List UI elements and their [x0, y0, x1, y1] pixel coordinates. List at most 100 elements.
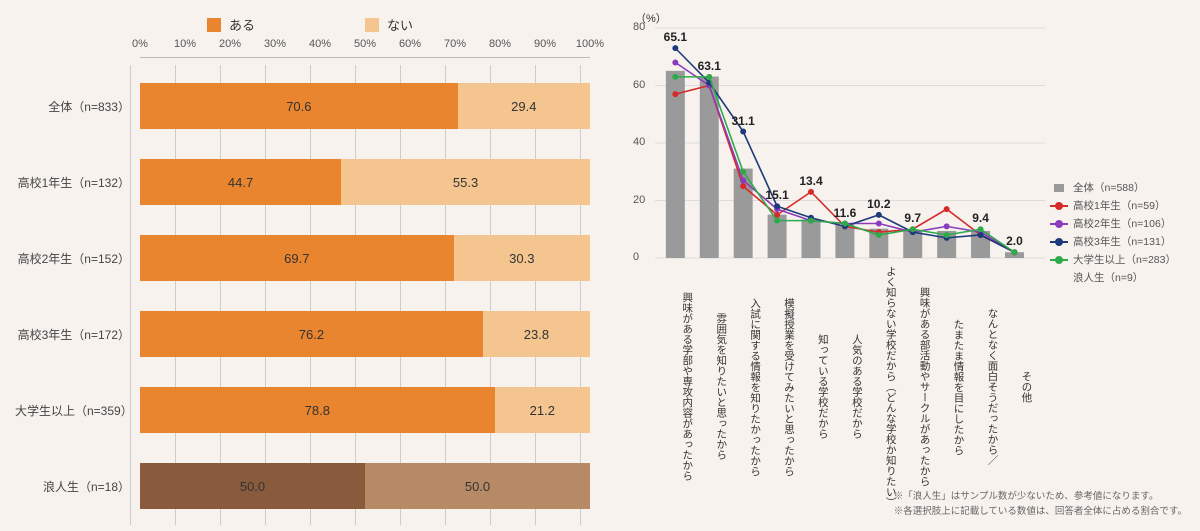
bar-segment-b: 50.0 [365, 463, 590, 509]
axis-tick: 40% [309, 38, 331, 50]
legend-swatch [365, 18, 379, 32]
x-axis-label: たまたま情報を目にしたから [930, 262, 964, 508]
legend-swatch [1050, 184, 1068, 192]
x-axis-label: その他 [997, 262, 1031, 508]
bar-value-label: 10.2 [867, 197, 890, 211]
legend-label: 高校1年生（n=59） [1073, 198, 1166, 213]
axis-tick: 20% [219, 38, 241, 50]
legend-swatch [1050, 202, 1068, 210]
bar-label: 高校3年生（n=172） [15, 326, 140, 343]
bar-label: 大学生以上（n=359） [15, 402, 140, 419]
legend-label: ない [387, 15, 413, 34]
bar-value-label: 63.1 [698, 59, 721, 73]
left-legend: ある ない [15, 15, 605, 34]
bar-row: 高校1年生（n=132）44.755.3 [15, 144, 605, 220]
bar-segment-a: 44.7 [140, 159, 341, 205]
bar-track: 50.050.0 [140, 463, 590, 509]
bar-row: 大学生以上（n=359）78.821.2 [15, 372, 605, 448]
bar-track: 78.821.2 [140, 387, 590, 433]
bar-segment-a: 78.8 [140, 387, 495, 433]
x-axis-label: 人気のある学校だから [828, 262, 862, 508]
footnote: ※「浪人生」はサンプル数が少ないため、参考値になります。 [894, 488, 1187, 502]
bar-segment-b: 21.2 [495, 387, 590, 433]
x-axis-label: よく知らない学校だから（どんな学校か知りたい） [862, 262, 896, 508]
bar-track: 69.730.3 [140, 235, 590, 281]
x-axis-label: なんとなく面白そうだったから／ [964, 262, 998, 508]
axis-tick: 30% [264, 38, 286, 50]
legend-item-extra: 浪人生（n=9） [1050, 270, 1190, 285]
bar-segment-a: 69.7 [140, 235, 454, 281]
bar-track: 44.755.3 [140, 159, 590, 205]
x-axis: 0%10%20%30%40%50%60%70%80%90%100% [140, 38, 590, 58]
legend-label: 大学生以上（n=283） [1073, 252, 1176, 267]
bar-track: 70.629.4 [140, 83, 590, 129]
bar-label: 全体（n=833） [15, 98, 140, 115]
x-axis-label: 入試に関する情報を知りたかったから [726, 262, 760, 508]
y-tick-label: 0 [633, 251, 639, 263]
right-line-bar-chart: （%） 65.163.131.115.113.411.610.29.79.42.… [615, 10, 1195, 521]
axis-tick: 60% [399, 38, 421, 50]
legend-item-bar: 全体（n=588） [1050, 180, 1190, 195]
legend-item-line: 高校1年生（n=59） [1050, 198, 1190, 213]
axis-tick: 100% [576, 38, 604, 50]
bar-label: 浪人生（n=18） [15, 478, 140, 495]
legend-item-line: 高校2年生（n=106） [1050, 216, 1190, 231]
bar-value-label: 15.1 [765, 188, 788, 202]
axis-tick: 80% [489, 38, 511, 50]
bar-track: 76.223.8 [140, 311, 590, 357]
bar-value-label: 13.4 [799, 174, 822, 188]
axis-tick: 50% [354, 38, 376, 50]
bar-segment-b: 29.4 [458, 83, 590, 129]
legend-swatch [1050, 220, 1068, 228]
bar-value-label: 2.0 [1006, 234, 1023, 248]
y-tick-label: 60 [633, 79, 645, 91]
legend-swatch [207, 18, 221, 32]
plot-area: 65.163.131.115.113.411.610.29.79.42.0 02… [655, 28, 1045, 258]
bar-row: 高校2年生（n=152）69.730.3 [15, 220, 605, 296]
legend-swatch [1050, 238, 1068, 246]
legend-swatch [1050, 256, 1068, 264]
bar-value-label: 65.1 [664, 30, 687, 44]
legend-label: 高校3年生（n=131） [1073, 234, 1171, 249]
x-axis-label: 模擬授業を受けてみたいと思ったから [760, 262, 794, 508]
right-legend: 全体（n=588） 高校1年生（n=59） 高校2年生（n=106） 高校3年生（n=… [1050, 180, 1190, 288]
axis-tick: 0% [132, 38, 148, 50]
axis-tick: 10% [174, 38, 196, 50]
y-tick-label: 40 [633, 136, 645, 148]
x-axis-label: 知っている学校だから [794, 262, 828, 508]
bar-segment-b: 23.8 [483, 311, 590, 357]
left-stacked-bar-chart: ある ない 0%10%20%30%40%50%60%70%80%90%100% … [5, 10, 615, 521]
legend-label: 全体（n=588） [1073, 180, 1145, 195]
bar-value-label: 11.6 [834, 206, 857, 220]
bar-segment-b: 30.3 [454, 235, 590, 281]
bar-row: 全体（n=833）70.629.4 [15, 68, 605, 144]
bar-value-label: 31.1 [731, 114, 754, 128]
axis-tick: 90% [534, 38, 556, 50]
legend-label: 浪人生（n=9） [1073, 270, 1143, 285]
bar-segment-b: 55.3 [341, 159, 590, 205]
bar-segment-a: 50.0 [140, 463, 365, 509]
bar-row: 浪人生（n=18）50.050.0 [15, 448, 605, 524]
legend-item-line: 大学生以上（n=283） [1050, 252, 1190, 267]
bars-area: 全体（n=833）70.629.4高校1年生（n=132）44.755.3高校2… [15, 68, 605, 524]
bar-segment-a: 70.6 [140, 83, 458, 129]
legend-item-aru: ある [207, 15, 255, 34]
bar-row: 高校3年生（n=172）76.223.8 [15, 296, 605, 372]
legend-label: ある [229, 15, 255, 34]
bar-label: 高校2年生（n=152） [15, 250, 140, 267]
x-axis-label: 雰囲気を知りたいと思ったから [692, 262, 726, 508]
legend-label: 高校2年生（n=106） [1073, 216, 1171, 231]
bar-value-label: 9.7 [904, 211, 921, 225]
x-axis-labels: 興味がある学部や専攻内容があったから雰囲気を知りたいと思ったから入試に関する情報… [655, 262, 1045, 508]
bar-label: 高校1年生（n=132） [15, 174, 140, 191]
bar-segment-a: 76.2 [140, 311, 483, 357]
y-tick-label: 20 [633, 194, 645, 206]
x-axis-label: 興味がある部活動やサークルがあったから [896, 262, 930, 508]
footnotes: ※「浪人生」はサンプル数が少ないため、参考値になります。 ※各選択肢上に記載して… [894, 487, 1187, 517]
footnote: ※各選択肢上に記載している数値は、回答者全体に占める割合です。 [894, 503, 1187, 517]
legend-item-nai: ない [365, 15, 413, 34]
axis-tick: 70% [444, 38, 466, 50]
y-tick-label: 80 [633, 21, 645, 33]
bar-value-label: 9.4 [972, 211, 989, 225]
legend-item-line: 高校3年生（n=131） [1050, 234, 1190, 249]
